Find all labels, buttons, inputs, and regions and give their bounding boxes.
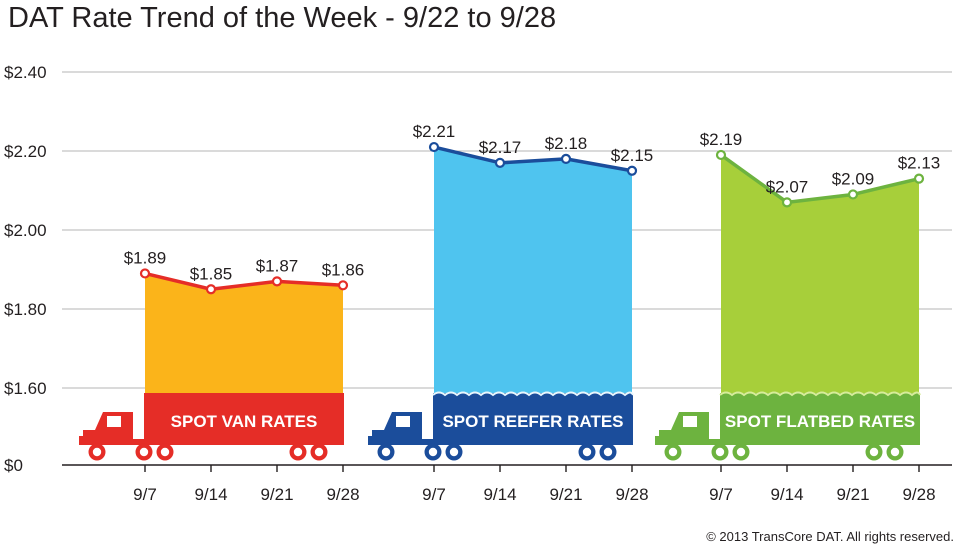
truck-bumper — [368, 436, 374, 445]
truck-bumper — [655, 436, 661, 445]
data-point — [560, 153, 572, 164]
y-tick-label: $2.40 — [4, 63, 47, 82]
data-label: $1.89 — [124, 248, 167, 267]
series-line — [719, 153, 920, 205]
data-label: $2.18 — [545, 134, 588, 153]
y-tick-label: $1.60 — [4, 379, 47, 398]
y-tick-label: $2.20 — [4, 142, 47, 161]
data-label: $1.86 — [322, 260, 365, 279]
wheel-hub — [715, 447, 725, 457]
truck-icon — [655, 412, 904, 461]
x-tick-label: 9/7 — [709, 485, 733, 504]
wheel-hub — [603, 447, 613, 457]
x-tick-label: 9/14 — [483, 485, 516, 504]
trailer-edge — [719, 391, 921, 397]
wheel-hub — [869, 447, 879, 457]
wheel-hub — [160, 447, 170, 457]
data-label: $2.17 — [479, 138, 522, 157]
area-fill — [145, 273, 343, 393]
x-tick-label: 9/14 — [194, 485, 227, 504]
wheel-hub — [428, 447, 438, 457]
data-label: $1.87 — [256, 256, 299, 275]
chart-title: DAT Rate Trend of the Week - 9/22 to 9/2… — [8, 2, 557, 34]
series-line — [144, 271, 344, 291]
trailer-band — [433, 393, 633, 445]
data-point — [271, 276, 283, 287]
data-point — [428, 141, 440, 153]
x-tick-label: 9/28 — [615, 485, 648, 504]
wheel-hub — [293, 447, 303, 457]
data-point — [781, 197, 793, 208]
trailer-band — [144, 393, 344, 445]
panel-1: SPOT VAN RATES $1.89 $1.85 $1.87 $1.86 — [79, 248, 365, 461]
area-fill — [434, 147, 632, 393]
trailer-band — [720, 393, 920, 445]
panel-2: SPOT REEFER RATES $2.21 $2.17 $2.18 $2.15 — [368, 122, 654, 461]
wheel-hub — [582, 447, 592, 457]
truck-icon — [368, 412, 617, 461]
series-line — [433, 145, 633, 173]
x-tick-label: 9/28 — [326, 485, 359, 504]
area-fill — [721, 154, 919, 393]
series-name: SPOT VAN RATES — [171, 412, 318, 431]
x-axis-ticks: 9/7 9/14 9/21 9/28 9/7 9/14 9/21 9/28 9/7 9/14 9/2… — [133, 465, 936, 504]
wheel-hub — [381, 447, 391, 457]
x-tick-label: 9/28 — [902, 485, 935, 504]
wheel-hub — [92, 447, 102, 457]
y-tick-label: $2.00 — [4, 221, 47, 240]
data-label: $2.13 — [898, 154, 941, 173]
truck-bumper — [79, 436, 85, 445]
x-tick-label: 9/21 — [836, 485, 869, 504]
data-label: $2.19 — [700, 130, 743, 149]
trailer-edge — [432, 391, 634, 397]
data-label: $1.85 — [190, 264, 233, 283]
truck-window — [396, 416, 410, 427]
series-name: SPOT REEFER RATES — [442, 412, 623, 431]
truck-hitch — [131, 439, 149, 445]
series-name: SPOT FLATBED RATES — [725, 412, 915, 431]
truck-hitch — [707, 439, 725, 445]
x-tick-label: 9/21 — [549, 485, 582, 504]
x-tick-label: 9/7 — [133, 485, 157, 504]
data-label: $2.09 — [832, 169, 875, 188]
truck-window — [107, 416, 121, 427]
data-label: $2.21 — [413, 122, 456, 141]
data-point — [626, 165, 638, 176]
wheel-hub — [736, 447, 746, 457]
truck-window — [683, 416, 697, 427]
wheel-hub — [314, 447, 324, 457]
panel-3: SPOT FLATBED RATES $2.19 $2.07 $2.09 $2.13 — [655, 130, 940, 461]
wheel-hub — [890, 447, 900, 457]
data-point — [337, 280, 349, 291]
y-tick-label: $1.80 — [4, 300, 47, 319]
y-tick-label: $0 — [4, 456, 23, 475]
wheel-hub — [139, 447, 149, 457]
copyright-note: © 2013 TransCore DAT. All rights reserve… — [706, 529, 954, 544]
x-tick-label: 9/7 — [422, 485, 446, 504]
x-tick-label: 9/21 — [260, 485, 293, 504]
data-label: $2.15 — [611, 146, 654, 165]
truck-icon — [79, 412, 328, 461]
truck-hitch — [420, 439, 438, 445]
data-point — [205, 284, 217, 295]
y-axis-ticks: $0 $1.60 $1.80 $2.00 $2.20 $2.40 — [4, 63, 47, 475]
wheel-hub — [449, 447, 459, 457]
data-label: $2.07 — [766, 177, 809, 196]
data-point — [715, 149, 727, 161]
data-point — [847, 189, 859, 200]
wheel-hub — [668, 447, 678, 457]
x-tick-label: 9/14 — [770, 485, 803, 504]
data-point — [913, 173, 925, 184]
data-point — [494, 157, 506, 168]
data-point — [139, 268, 151, 279]
